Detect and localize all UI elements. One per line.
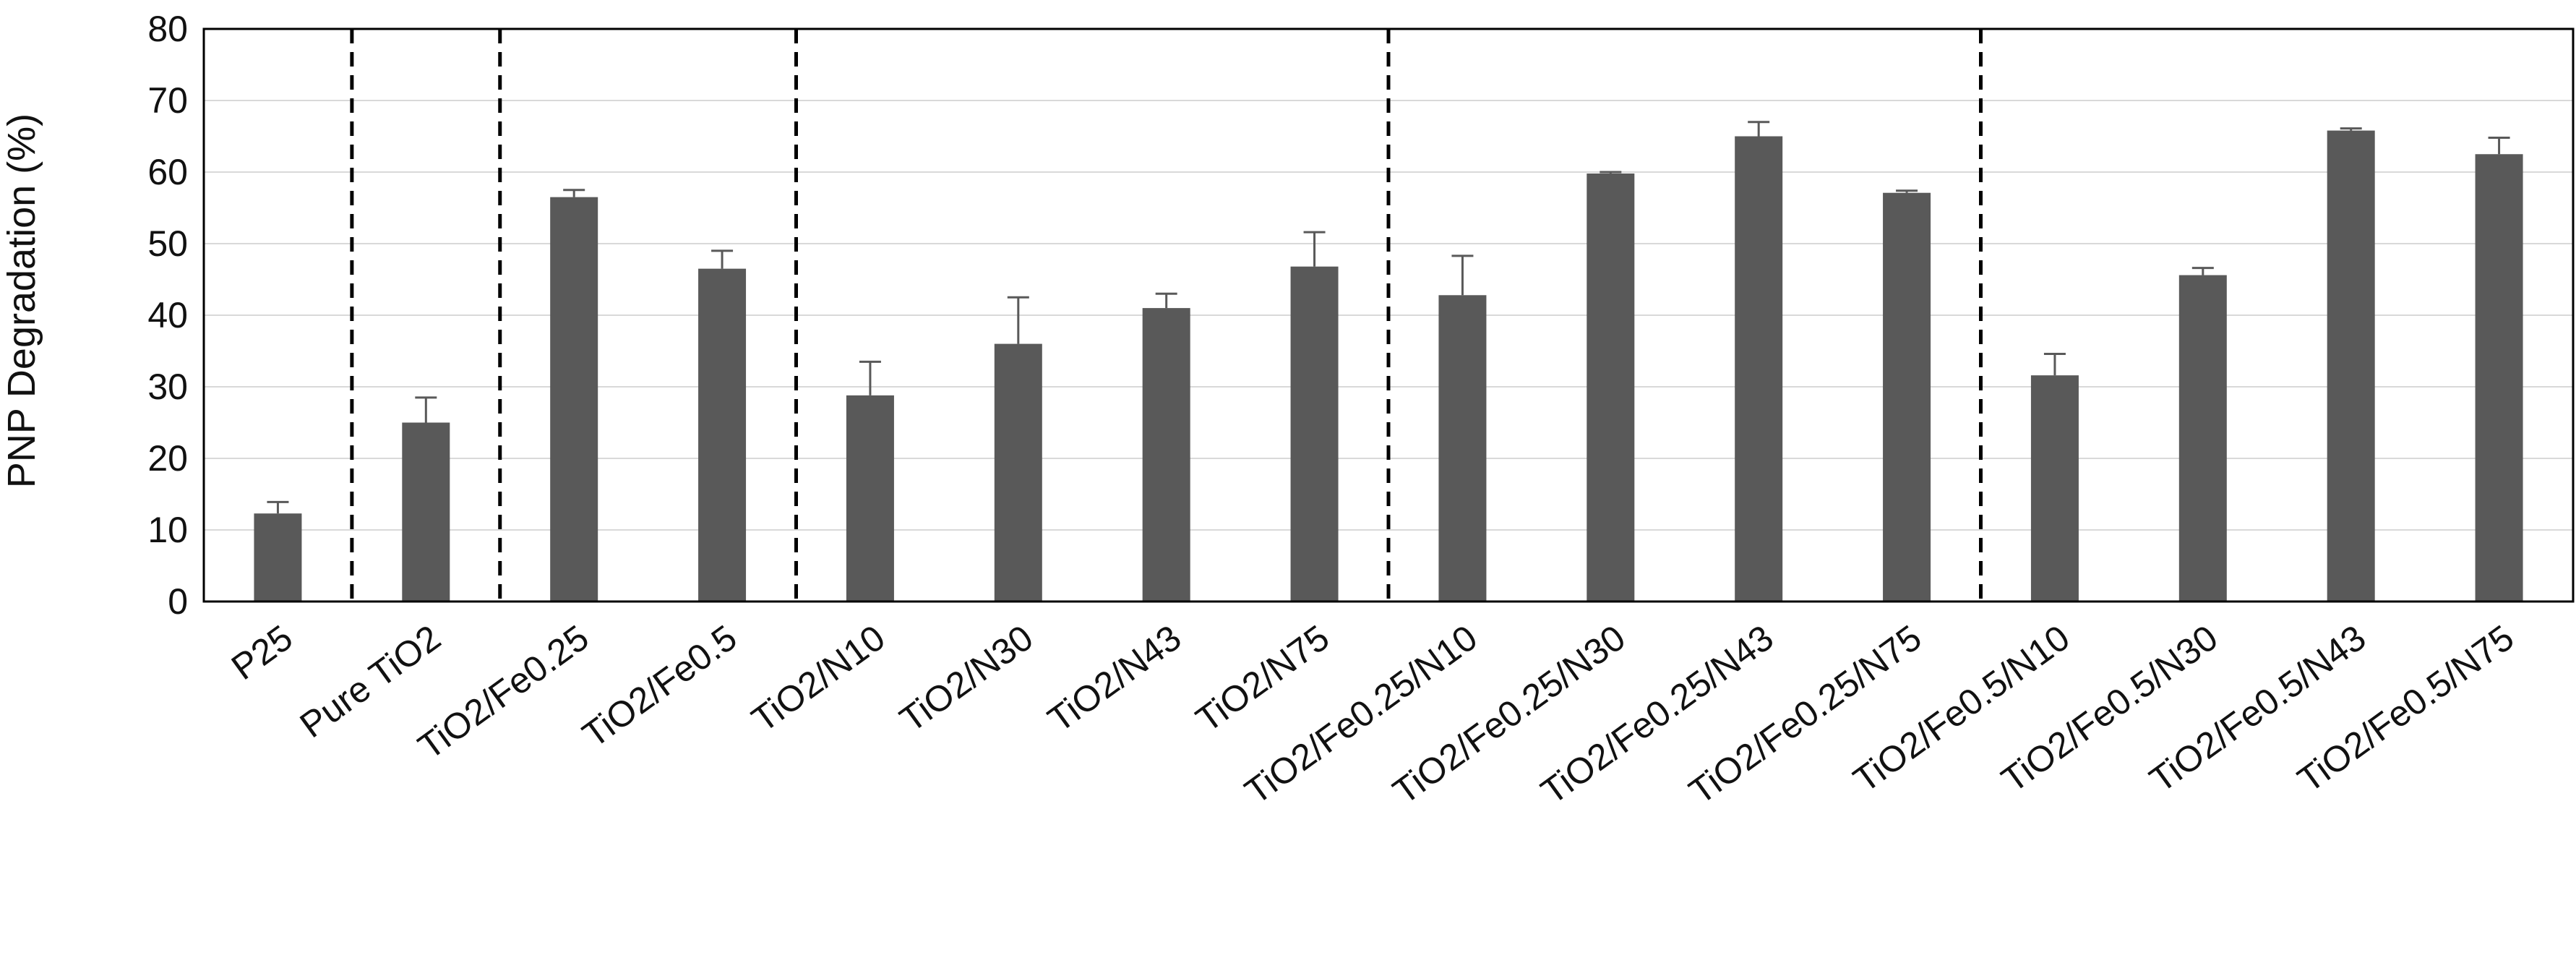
bar-11 bbox=[1883, 192, 1931, 602]
error-bar-6 bbox=[1155, 292, 1177, 309]
x-category-label-0: P25 bbox=[224, 617, 300, 688]
bar-13 bbox=[2178, 275, 2227, 602]
y-tick-label-70: 70 bbox=[147, 80, 188, 121]
error-bar-8 bbox=[1451, 254, 1474, 296]
error-bar-10 bbox=[1748, 121, 1770, 137]
error-bar-15 bbox=[2488, 136, 2510, 155]
bar-5 bbox=[994, 343, 1042, 602]
bar-10 bbox=[1735, 136, 1783, 602]
y-tick-label-50: 50 bbox=[147, 223, 188, 264]
y-tick-label-80: 80 bbox=[147, 9, 188, 49]
y-tick-label-10: 10 bbox=[147, 510, 188, 550]
group-separators bbox=[350, 29, 1983, 602]
x-category-label-4: TiO2/N10 bbox=[744, 617, 893, 740]
error-bar-0 bbox=[267, 500, 289, 514]
y-tick-labels: 0 10 20 30 40 50 60 70 80 bbox=[147, 9, 188, 622]
error-bar-14 bbox=[2340, 127, 2362, 131]
error-bar-2 bbox=[563, 189, 585, 197]
y-tick-label-60: 60 bbox=[147, 152, 188, 192]
bar-9 bbox=[1587, 173, 1635, 602]
error-bar-4 bbox=[859, 360, 881, 395]
error-bar-12 bbox=[2043, 352, 2066, 376]
bar-3 bbox=[698, 268, 747, 602]
error-bar-13 bbox=[2191, 267, 2214, 275]
plot-frame bbox=[202, 27, 2575, 603]
x-category-label-6: TiO2/N43 bbox=[1041, 617, 1189, 740]
bar-15 bbox=[2475, 154, 2523, 602]
bar-0 bbox=[254, 513, 302, 602]
error-bar-5 bbox=[1007, 296, 1029, 344]
x-category-label-5: TiO2/N30 bbox=[893, 617, 1041, 740]
error-bar-11 bbox=[1896, 189, 1918, 193]
x-category-label-3: TiO2/Fe0.5 bbox=[575, 617, 744, 756]
error-bars bbox=[267, 121, 2510, 514]
bar-4 bbox=[846, 395, 894, 602]
error-bar-1 bbox=[415, 396, 437, 423]
bar-6 bbox=[1142, 308, 1190, 602]
axes bbox=[202, 27, 2575, 603]
y-tick-label-30: 30 bbox=[147, 367, 188, 407]
bar-14 bbox=[2327, 130, 2375, 602]
error-bar-9 bbox=[1600, 171, 1622, 174]
bar-8 bbox=[1438, 295, 1487, 602]
error-bar-7 bbox=[1303, 231, 1326, 267]
bar-12 bbox=[2030, 375, 2079, 602]
y-tick-label-0: 0 bbox=[168, 581, 188, 622]
y-tick-label-40: 40 bbox=[147, 295, 188, 335]
y-tick-label-20: 20 bbox=[147, 438, 188, 479]
error-bar-3 bbox=[711, 249, 734, 269]
x-category-label-7: TiO2/N75 bbox=[1189, 617, 1337, 740]
bars bbox=[254, 130, 2523, 602]
y-axis-title: PNP Degradation (%) bbox=[0, 114, 43, 488]
bar-1 bbox=[402, 422, 450, 602]
bar-2 bbox=[550, 197, 598, 602]
bar-7 bbox=[1290, 266, 1339, 602]
